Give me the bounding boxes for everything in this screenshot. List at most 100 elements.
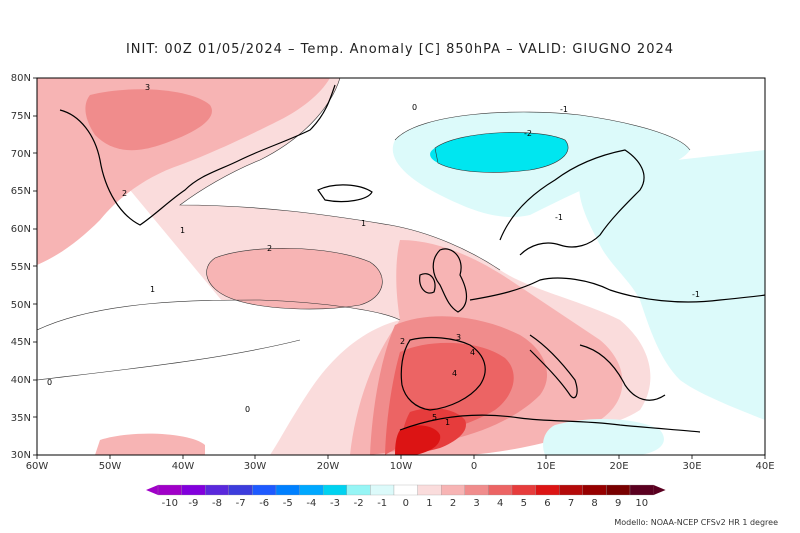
contour-label: 2 [267, 244, 272, 253]
lat-label: 55N [11, 262, 31, 273]
color-legend: -10 -9 -8 -7 -6 -5 -4 -3 -2 -1 0 1 2 3 4 5 6 7 8 9 10 [146, 484, 666, 509]
legend-swatch [275, 484, 300, 496]
anomaly-area-minus1-eastmed [543, 418, 664, 455]
contour-label: -2 [524, 129, 532, 138]
contour-label: 3 [145, 83, 150, 92]
legend-label: 3 [473, 498, 479, 509]
legend-label: -7 [236, 498, 246, 509]
legend-swatch [417, 484, 442, 496]
legend-swatch [393, 484, 418, 496]
map-title: INIT: 00Z 01/05/2024 – Temp. Anomaly [C]… [125, 42, 675, 57]
contour-label: -1 [560, 105, 568, 114]
anomaly-area-minus1-russia [579, 150, 765, 420]
legend-label: 4 [497, 498, 503, 509]
legend-label: 2 [450, 498, 456, 509]
legend-label: 9 [615, 498, 621, 509]
coastline-europe-north [469, 277, 765, 303]
legend-label: -8 [212, 498, 222, 509]
coastline-balkans [579, 344, 666, 401]
model-credit: Modello: NOAA-NCEP CFSv2 HR 1 degree [614, 518, 778, 527]
legend-label: -5 [283, 498, 293, 509]
contour-label: 1 [361, 219, 366, 228]
contour-1-atlantic [37, 299, 401, 331]
legend-swatch [441, 484, 465, 496]
legend-swatch [323, 484, 347, 496]
contour-value-labels: 3 2 1 0 -1 -2 2 1 1 0 0 1 2 3 4 4 5 -1 -… [47, 83, 700, 427]
legend-swatch [582, 484, 607, 496]
contour-label: 3 [456, 333, 461, 342]
coastline-iceland [317, 184, 373, 203]
legend-swatch [629, 484, 654, 496]
contour-2-atlantic [206, 247, 383, 310]
contour-label: 1 [445, 418, 450, 427]
lat-label: 65N [11, 186, 31, 197]
legend-label: 6 [544, 498, 550, 509]
contour-label: 1 [150, 285, 155, 294]
contour-label: 1 [180, 226, 185, 235]
contour-minus2-norway [434, 132, 569, 173]
lat-label: 35N [11, 413, 31, 424]
lon-label: 10E [536, 461, 555, 472]
legend-swatch [346, 484, 371, 496]
legend-swatch [511, 484, 536, 496]
anomaly-area-plus2-southwest [95, 433, 205, 455]
legend-swatch [606, 484, 631, 496]
coastline-north-africa [399, 414, 701, 433]
contour-label: 4 [452, 369, 457, 378]
legend-swatch [464, 484, 489, 496]
lat-label: 60N [11, 224, 31, 235]
coastline-italy [529, 334, 578, 399]
legend-label: -1 [377, 498, 387, 509]
anomaly-area-minus2-norway-sea [430, 132, 569, 173]
legend-arrow-right [653, 485, 666, 495]
contour-label: 0 [412, 103, 417, 112]
lon-label: 50W [99, 461, 122, 472]
legend-label: 10 [635, 498, 648, 509]
contour-minus1-norway [394, 111, 691, 151]
lat-label: 80N [11, 73, 31, 84]
lon-label: 30W [244, 461, 267, 472]
lat-label: 50N [11, 300, 31, 311]
longitude-labels: 60W 50W 40W 30W 20W 10W 0 10E 20E 30E 40… [26, 461, 775, 472]
contour-0-southwest [37, 339, 301, 381]
lon-label: 40E [755, 461, 774, 472]
contour-label: 2 [400, 337, 405, 346]
legend-label: -6 [259, 498, 269, 509]
anomaly-area-plus6-morocco [395, 425, 441, 455]
legend-swatch [488, 484, 513, 496]
contour-label: 2 [122, 189, 127, 198]
legend-label: -9 [188, 498, 198, 509]
coastlines [59, 84, 765, 433]
legend-label: 5 [521, 498, 527, 509]
legend-label: -10 [162, 498, 178, 509]
legend-swatch [205, 484, 229, 496]
lat-label: 75N [11, 111, 31, 122]
legend-label: 1 [426, 498, 432, 509]
legend-swatch [181, 484, 206, 496]
legend-swatch [370, 484, 395, 496]
lon-label: 10W [390, 461, 413, 472]
legend-swatch [535, 484, 560, 496]
anomaly-area-zero-southwest [37, 300, 400, 455]
coastline-scandinavia [499, 149, 645, 256]
legend-swatch [157, 484, 182, 496]
legend-label: -2 [354, 498, 364, 509]
anomaly-area-plus2-atlantic [206, 248, 383, 310]
contour-label: 0 [245, 405, 250, 414]
legend-label: 8 [591, 498, 597, 509]
legend-label: 0 [403, 498, 409, 509]
coastline-greenland [59, 84, 336, 226]
lon-label: 30E [682, 461, 701, 472]
contour-label: 0 [47, 378, 52, 387]
lat-label: 40N [11, 375, 31, 386]
latitude-labels: 80N 75N 70N 65N 60N 55N 50N 45N 40N 35N … [11, 73, 31, 461]
lon-label: 20E [609, 461, 628, 472]
lon-label: 60W [26, 461, 49, 472]
anomaly-area-plus3-greenland [85, 89, 212, 151]
contour-lines [37, 78, 691, 381]
lat-label: 30N [11, 450, 31, 461]
legend-label: -3 [330, 498, 340, 509]
axis-ticks [33, 77, 766, 459]
coastline-ireland [419, 273, 436, 294]
